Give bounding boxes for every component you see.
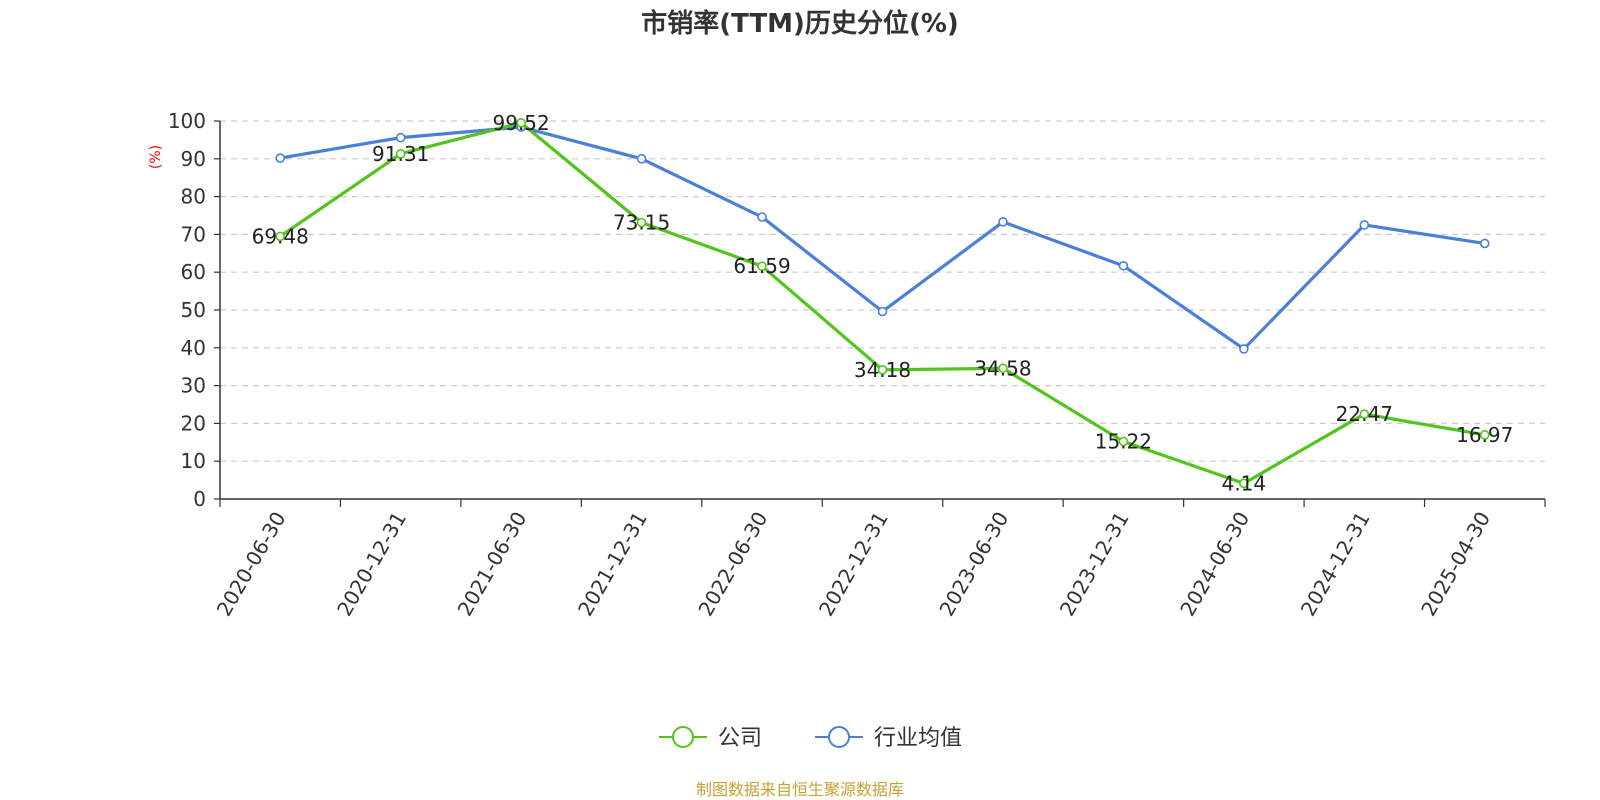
series-point [757,261,767,271]
x-tick-label: 2022-06-30 [693,508,772,621]
series-point [1118,260,1129,271]
series-point [998,363,1008,374]
y-axis-label: (%) [148,145,164,169]
x-tick-label: 2025-04-30 [1416,508,1495,621]
data-label: 15.22 [1095,429,1152,453]
x-tick-label: 2021-12-31 [573,508,652,621]
series-point [998,217,1008,227]
legend-marker [828,726,850,748]
data-labels: 69.48 91.31 99.52 73.15 61.59 34.18 34.58 15.22… [252,111,1514,496]
legend-marker [672,726,694,748]
y-tick-label: 50 [181,298,206,322]
data-label: 69.48 [252,224,309,248]
series-point [275,153,286,163]
y-tick-label: 60 [181,260,206,284]
x-tick-label: 2020-06-30 [212,508,291,621]
y-tick-label: 20 [181,411,206,435]
y-tick-label: 80 [181,185,206,209]
data-label: 34.58 [974,356,1031,380]
series-point [877,364,888,375]
legend-label: 公司 [718,726,762,751]
source-note: 制图数据来自恒生聚源数据库 [696,780,904,799]
series-point [1239,478,1249,489]
x-tick-label: 2020-12-31 [332,508,411,621]
x-tick-label: 2024-06-30 [1175,508,1254,621]
series-layer [275,118,1490,489]
x-tick-label: 2024-12-31 [1296,508,1375,621]
y-ticks: 0 10 20 30 40 50 60 70 80 90 100 [168,109,206,511]
series-point [636,217,647,228]
y-tick-label: 100 [168,109,206,133]
series-point [1118,436,1129,447]
x-tick-label: 2023-06-30 [934,508,1013,621]
data-label: 91.31 [372,142,429,166]
legend-label: 行业均值 [874,726,962,751]
series-point [275,231,286,242]
legend: 公司 行业均值 [659,726,962,751]
y-tick-label: 30 [181,374,206,398]
series-point [1479,238,1490,249]
series-point [1479,430,1490,440]
y-tick-label: 0 [193,487,206,511]
data-label: 73.15 [613,210,670,234]
x-tick-label: 2021-06-30 [453,508,532,621]
chart-title: 市销率(TTM)历史分位(%) [641,8,959,39]
data-label: 99.52 [493,111,550,135]
data-label: 61.59 [733,254,790,278]
series-point [1359,220,1370,230]
series-point [395,149,406,159]
data-label: 22.47 [1336,402,1393,426]
series-point [757,212,767,222]
x-tick-label: 2023-12-31 [1055,508,1134,621]
x-tick-label: 2022-12-31 [814,508,893,621]
data-label: 4.14 [1222,471,1267,495]
data-label: 16.97 [1456,423,1513,447]
x-ticks: 2020-06-30 2020-12-31 2021-06-30 2021-12-31… [212,508,1495,621]
series-point [1359,409,1370,419]
series-point [1239,344,1249,354]
data-label: 34.18 [854,358,911,382]
y-tick-label: 70 [181,222,206,246]
axes [214,120,1546,507]
series-point [516,118,526,128]
series-point [877,306,888,317]
series-point [395,132,406,143]
y-tick-label: 10 [181,449,206,473]
series-line [279,121,1486,485]
y-tick-label: 40 [181,336,206,360]
y-tick-label: 90 [181,147,206,171]
series-point [636,154,647,164]
